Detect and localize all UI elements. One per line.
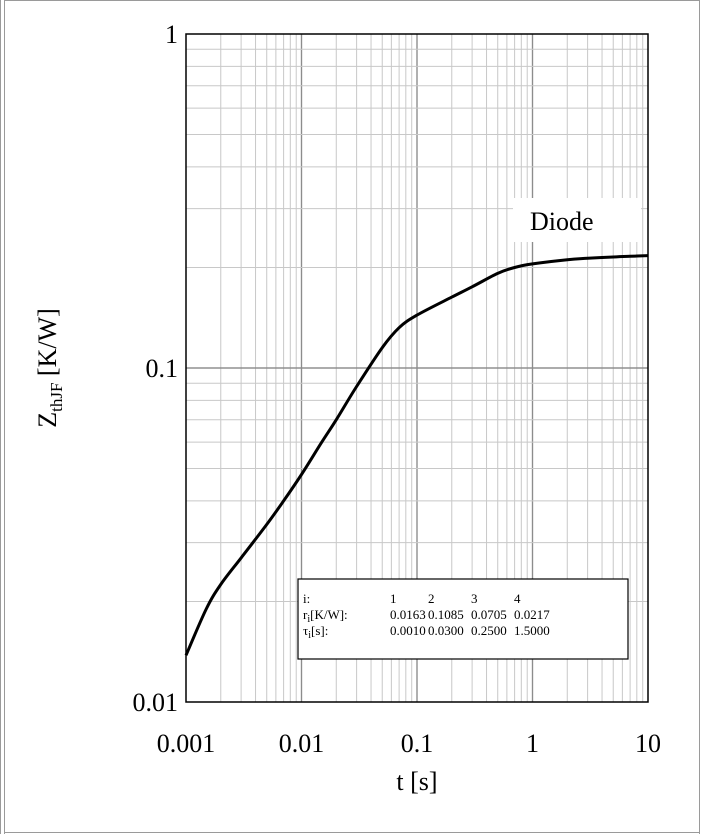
- params-label-unit: [s]:: [311, 623, 328, 638]
- params-table-row-label: i:: [303, 591, 310, 606]
- params-table-cell: 0.0705: [471, 607, 507, 622]
- x-tick-labels: 0.001 0.01 0.1 1 10: [157, 729, 661, 758]
- params-table-frame: [297, 578, 629, 660]
- params-label-sub: i: [307, 614, 310, 625]
- x-tick-label: 0.01: [279, 729, 325, 758]
- params-label-unit: [K/W]:: [310, 607, 348, 622]
- params-table-cell: 0.0010: [390, 623, 426, 638]
- series-label-bg: [513, 198, 641, 242]
- x-tick-label: 10: [635, 729, 661, 758]
- frame-border-left-outer: [0, 0, 1, 834]
- params-table-cell: 2: [428, 591, 435, 606]
- y-axis-label-unit: [K/W]: [33, 308, 62, 382]
- x-tick-label: 1: [526, 729, 539, 758]
- params-table-cell: 0.0300: [428, 623, 464, 638]
- plot-area-frame: [185, 33, 649, 703]
- params-table: i: 1 2 3 4ri[K/W]: 0.0163 0.1085 0.0705 0.0217τi…: [297, 578, 629, 660]
- params-table-cell: 1.5000: [514, 623, 550, 638]
- params-table-cell: 1: [390, 591, 397, 606]
- series-line-diode: [184, 254, 649, 656]
- frame-border-left-inner: [4, 0, 5, 834]
- series-label-diode: Diode: [530, 207, 594, 236]
- x-axis-label: t [s]: [396, 767, 437, 796]
- params-label-main: τ: [303, 623, 308, 638]
- params-table-cell: 0.2500: [471, 623, 507, 638]
- params-table-cell: 0.1085: [428, 607, 464, 622]
- y-tick-label: 1: [165, 20, 178, 49]
- frame-border-bottom: [4, 832, 700, 833]
- y-axis-label-main: Z: [33, 412, 62, 428]
- y-tick-label: 0.1: [146, 354, 179, 383]
- params-table-cell: 4: [514, 591, 521, 606]
- params-table-cell: 3: [471, 591, 478, 606]
- y-axis-label: ZthJF [K/W]: [33, 308, 66, 428]
- y-tick-label: 0.01: [133, 688, 179, 717]
- frame-border-right: [699, 0, 700, 834]
- params-table-cell: 0.0163: [390, 607, 426, 622]
- x-tick-label: 0.1: [401, 729, 434, 758]
- y-axis-label-sub: thJF: [47, 383, 66, 412]
- frame-border-top: [4, 0, 700, 1]
- params-label-sub: i: [308, 630, 311, 641]
- params-table-row-label: ri[K/W]:: [303, 607, 348, 625]
- y-tick-labels: 0.01 0.1 1: [133, 20, 179, 717]
- params-table-row-label: τi[s]:: [303, 623, 328, 641]
- x-tick-label: 0.001: [157, 729, 216, 758]
- params-label-main: r: [303, 607, 308, 622]
- params-table-cell: 0.0217: [514, 607, 550, 622]
